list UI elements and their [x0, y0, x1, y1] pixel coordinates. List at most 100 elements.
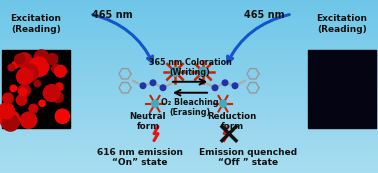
Bar — [308, 50, 376, 128]
Bar — [0, 6, 378, 9]
Circle shape — [55, 109, 70, 124]
Bar — [0, 88, 378, 90]
Bar — [0, 69, 378, 71]
Bar — [0, 4, 378, 6]
Circle shape — [56, 83, 63, 91]
Circle shape — [43, 85, 60, 101]
Text: Reduction
form: Reduction form — [208, 112, 257, 131]
Circle shape — [20, 64, 38, 81]
Text: Excitation
(Reading): Excitation (Reading) — [316, 14, 367, 34]
Bar — [0, 86, 378, 88]
Circle shape — [34, 50, 49, 64]
Circle shape — [3, 93, 13, 103]
Circle shape — [220, 100, 226, 107]
Bar — [0, 110, 378, 112]
Circle shape — [18, 84, 30, 97]
Bar — [0, 140, 378, 142]
Bar — [0, 136, 378, 138]
Bar — [0, 75, 378, 78]
Circle shape — [8, 64, 15, 71]
Bar — [0, 106, 378, 108]
Circle shape — [198, 67, 208, 76]
Circle shape — [54, 65, 66, 77]
Circle shape — [10, 85, 17, 92]
Bar — [0, 160, 378, 162]
Bar — [0, 108, 378, 110]
Bar — [0, 112, 378, 114]
Bar — [0, 121, 378, 123]
Bar — [0, 41, 378, 43]
Text: O₂ Bleaching
(Erasing): O₂ Bleaching (Erasing) — [161, 98, 219, 117]
Bar — [0, 78, 378, 80]
Bar — [0, 22, 378, 24]
Bar — [0, 50, 378, 52]
Text: 365 nm Coloration
(Writing): 365 nm Coloration (Writing) — [149, 58, 231, 77]
Bar — [0, 82, 378, 84]
Bar — [0, 0, 378, 2]
Bar — [0, 2, 378, 4]
Circle shape — [150, 80, 156, 86]
Bar — [0, 62, 378, 65]
Circle shape — [38, 58, 48, 69]
Bar — [0, 73, 378, 75]
Circle shape — [222, 80, 228, 86]
Bar — [0, 155, 378, 157]
Bar — [0, 52, 378, 54]
Bar — [0, 168, 378, 170]
Bar — [2, 50, 70, 128]
Bar — [0, 170, 378, 172]
Circle shape — [152, 100, 158, 107]
Bar — [0, 125, 378, 127]
Circle shape — [47, 53, 58, 65]
Bar — [0, 116, 378, 119]
Bar — [0, 19, 378, 22]
Bar — [0, 37, 378, 39]
Circle shape — [29, 57, 49, 76]
Bar — [0, 127, 378, 129]
Bar — [0, 26, 378, 28]
Bar — [0, 34, 378, 37]
Bar — [0, 9, 378, 11]
Bar — [0, 151, 378, 153]
Circle shape — [170, 67, 180, 76]
Circle shape — [19, 88, 27, 96]
Bar — [0, 11, 378, 13]
Circle shape — [52, 64, 60, 73]
Bar — [0, 15, 378, 17]
Bar — [0, 147, 378, 149]
Bar — [0, 162, 378, 164]
Bar — [0, 39, 378, 41]
Bar — [0, 80, 378, 82]
Text: Neutral
form: Neutral form — [130, 112, 166, 131]
Bar — [0, 149, 378, 151]
Bar — [0, 30, 378, 32]
Circle shape — [2, 114, 19, 131]
Bar — [0, 90, 378, 93]
Bar — [0, 71, 378, 73]
Bar — [0, 95, 378, 97]
Bar — [0, 138, 378, 140]
Circle shape — [0, 103, 14, 119]
Bar — [0, 32, 378, 34]
Circle shape — [12, 61, 19, 68]
Bar — [0, 142, 378, 144]
Bar — [0, 164, 378, 166]
Circle shape — [29, 104, 38, 113]
Bar — [0, 13, 378, 15]
Circle shape — [15, 54, 25, 64]
Bar — [0, 119, 378, 121]
Bar — [0, 56, 378, 58]
Bar — [0, 99, 378, 101]
Bar — [0, 131, 378, 134]
Text: 465 nm: 465 nm — [244, 10, 284, 20]
Circle shape — [20, 112, 37, 128]
Circle shape — [39, 100, 45, 106]
Circle shape — [16, 95, 27, 105]
Bar — [0, 97, 378, 99]
Bar — [0, 45, 378, 47]
Bar — [0, 114, 378, 116]
Circle shape — [17, 69, 33, 85]
Bar — [0, 84, 378, 86]
Bar — [0, 24, 378, 26]
Circle shape — [212, 85, 218, 90]
